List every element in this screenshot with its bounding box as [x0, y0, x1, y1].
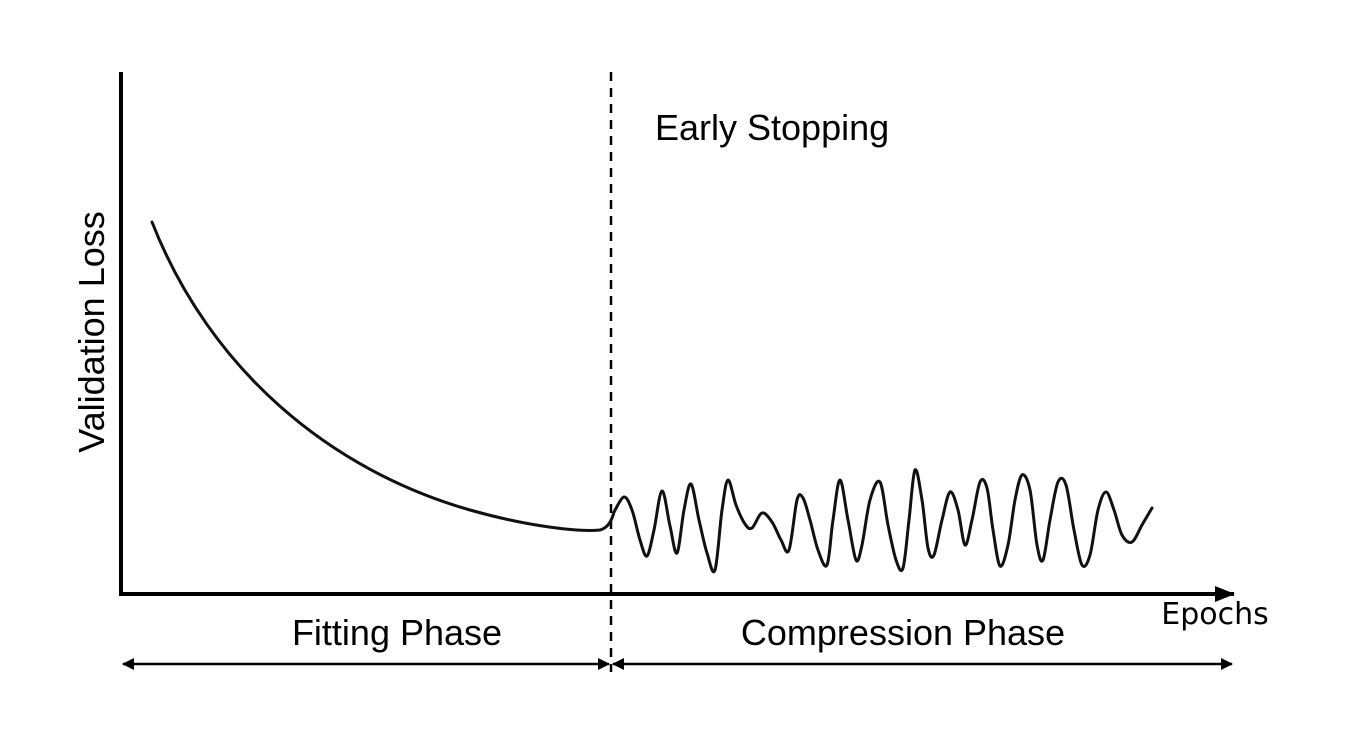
early-stopping-label: Early Stopping: [655, 107, 889, 148]
fitting-curve: [150, 220, 616, 532]
compression-phase-label: Compression Phase: [741, 612, 1065, 653]
compression-oscillation: [612, 468, 1154, 574]
y-axis-label: Validation Loss: [71, 211, 112, 453]
x-axis-label: Epochs: [1161, 597, 1269, 632]
fitting-phase-label: Fitting Phase: [292, 612, 502, 653]
